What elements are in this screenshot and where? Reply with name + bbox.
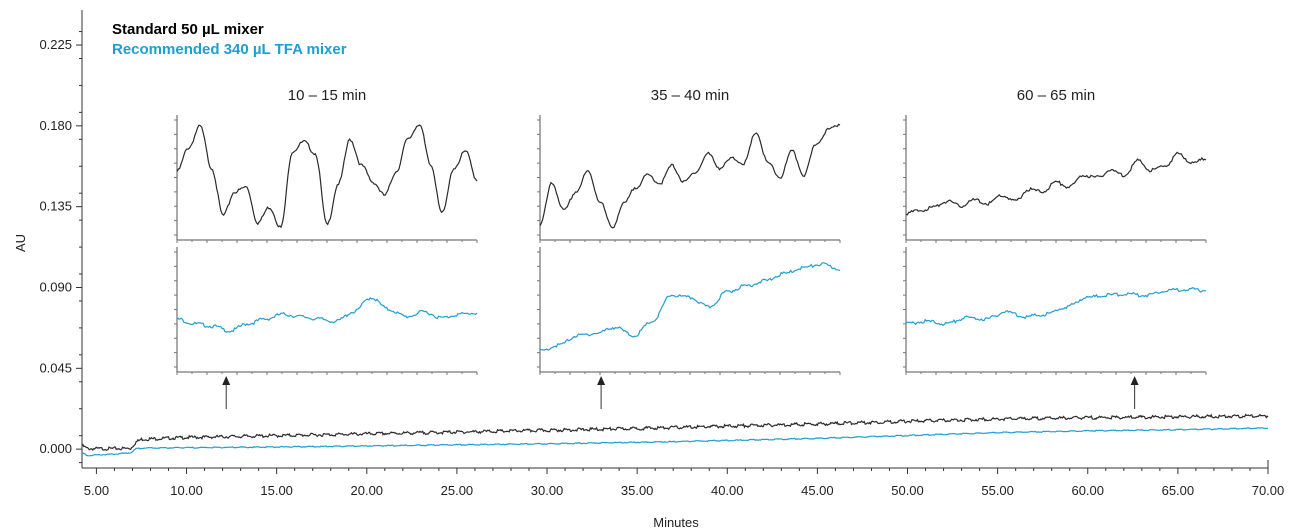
y-tick-label: 0.135 <box>39 199 72 214</box>
inset-standard-trace <box>176 124 478 229</box>
inset-recommended-trace <box>176 297 478 333</box>
inset-standard-trace <box>905 151 1207 216</box>
legend: Standard 50 µL mixer Recommended 340 µL … <box>112 21 347 58</box>
inset-arrow-head <box>597 376 606 385</box>
x-tick-label: 65.00 <box>1162 483 1195 498</box>
x-tick-label: 50.00 <box>891 483 924 498</box>
x-tick-label: 15.00 <box>260 483 293 498</box>
x-tick-label: 20.00 <box>351 483 384 498</box>
x-tick-label: 5.00 <box>84 483 109 498</box>
axes: 0.000 0.045 0.090 0.135 0.180 0.225 5.00 10.00 1… <box>39 10 1284 498</box>
x-tick-label: 40.00 <box>711 483 744 498</box>
inset-title: 60 – 65 min <box>1017 87 1095 104</box>
x-tick-label: 60.00 <box>1071 483 1104 498</box>
x-tick-label: 70.00 <box>1252 483 1285 498</box>
y-tick-label: 0.090 <box>39 279 72 294</box>
y-tick-label: 0.045 <box>39 360 72 375</box>
y-tick-label: 0.000 <box>39 441 72 456</box>
inset-recommended-trace <box>905 287 1207 327</box>
legend-standard: Standard 50 µL mixer <box>112 21 264 38</box>
y-tick-label: 0.180 <box>39 118 72 133</box>
inset-standard-trace <box>539 123 841 229</box>
inset-title: 10 – 15 min <box>288 87 366 104</box>
series-recommended-line <box>81 427 1269 457</box>
x-tick-label: 55.00 <box>981 483 1014 498</box>
x-axis-title: Minutes <box>653 515 699 530</box>
inset-title: 35 – 40 min <box>651 87 729 104</box>
inset-arrow-head <box>1130 376 1139 385</box>
inset-recommended-trace <box>539 262 841 351</box>
legend-recommended: Recommended 340 µL TFA mixer <box>112 41 347 58</box>
y-axis-title: AU <box>13 234 28 252</box>
inset-arrow-head <box>222 376 231 385</box>
insets-layer: 10 – 15 min 35 – 40 min 60 – 65 min <box>174 87 1207 409</box>
y-tick-label: 0.225 <box>39 37 72 52</box>
x-tick-label: 30.00 <box>531 483 564 498</box>
x-tick-label: 35.00 <box>621 483 654 498</box>
x-tick-label: 45.00 <box>801 483 834 498</box>
series-standard-line <box>81 413 1269 451</box>
x-tick-label: 10.00 <box>170 483 203 498</box>
series-layer <box>81 413 1269 457</box>
x-tick-label: 25.00 <box>441 483 474 498</box>
